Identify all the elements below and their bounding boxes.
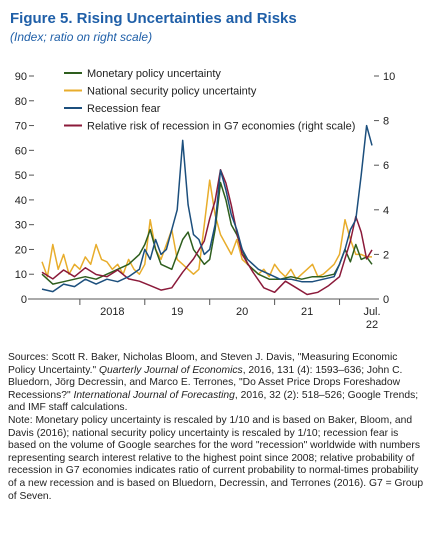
- right-tick-label: 8: [383, 116, 389, 128]
- sources-segment: , 2016, 32 (2): 518–526; Google Trends; …: [8, 389, 419, 414]
- sources-segment: Sources: Scott R. Baker, Nicholas Bloom,…: [8, 352, 398, 376]
- left-tick-label: 90: [15, 71, 27, 83]
- left-tick-label: 30: [15, 220, 27, 232]
- left-tick-label: 80: [15, 96, 27, 108]
- legend-label: Recession fear: [87, 103, 161, 115]
- legend-label: National security policy uncertainty: [87, 86, 257, 98]
- x-tick-label: 19: [171, 306, 183, 318]
- x-tick-label: 2018: [100, 306, 124, 318]
- x-tick-label-year: 22: [366, 319, 378, 331]
- note-text: Note: Monetary policy uncertainty is res…: [8, 414, 424, 502]
- left-tick-label: 40: [15, 195, 27, 207]
- source-notes: Sources: Scott R. Baker, Nicholas Bloom,…: [8, 352, 424, 503]
- x-tick-label: 20: [236, 306, 248, 318]
- left-tick-label: 10: [15, 269, 27, 281]
- figure-title: Figure 5. Rising Uncertainties and Risks: [10, 10, 297, 27]
- series-line-2: [41, 124, 373, 293]
- legend-label: Relative risk of recession in G7 economi…: [87, 121, 355, 133]
- sources-segment: , 2016, 131 (4): 1593–636; John C. Blued…: [8, 364, 403, 401]
- left-tick-label: 0: [21, 294, 27, 306]
- left-tick-label: 20: [15, 244, 27, 256]
- x-tick-label: 21: [301, 306, 313, 318]
- journal-name: Quarterly Journal of Economics: [99, 364, 243, 376]
- line-chart: 0 10 20 30 40 50 60 70 80 90 0 2 4 6 8 10 2018 19 20 21 Jul.…: [15, 68, 396, 331]
- right-tick-label: 10: [383, 71, 395, 83]
- chart-axes: 0 10 20 30 40 50 60 70 80 90 0 2 4 6 8 10 2018 19 20 21 Jul.…: [15, 71, 396, 331]
- chart-legend: Monetary policy uncertainty National secu…: [64, 68, 355, 133]
- journal-name: International Journal of Forecasting: [73, 389, 235, 401]
- left-tick-label: 50: [15, 170, 27, 182]
- chart-series: [41, 124, 373, 296]
- right-tick-label: 2: [383, 249, 389, 261]
- figure-subtitle: (Index; ratio on right scale): [10, 30, 153, 44]
- x-tick-label-month: Jul.: [363, 306, 380, 318]
- legend-label: Monetary policy uncertainty: [87, 68, 221, 80]
- series-line-3: [41, 168, 373, 296]
- left-tick-label: 70: [15, 121, 27, 133]
- right-tick-label: 4: [383, 205, 389, 217]
- sources-text: Sources: Scott R. Baker, Nicholas Bloom,…: [8, 352, 424, 415]
- right-tick-label: 6: [383, 160, 389, 172]
- left-tick-label: 60: [15, 145, 27, 157]
- right-tick-label: 0: [383, 294, 389, 306]
